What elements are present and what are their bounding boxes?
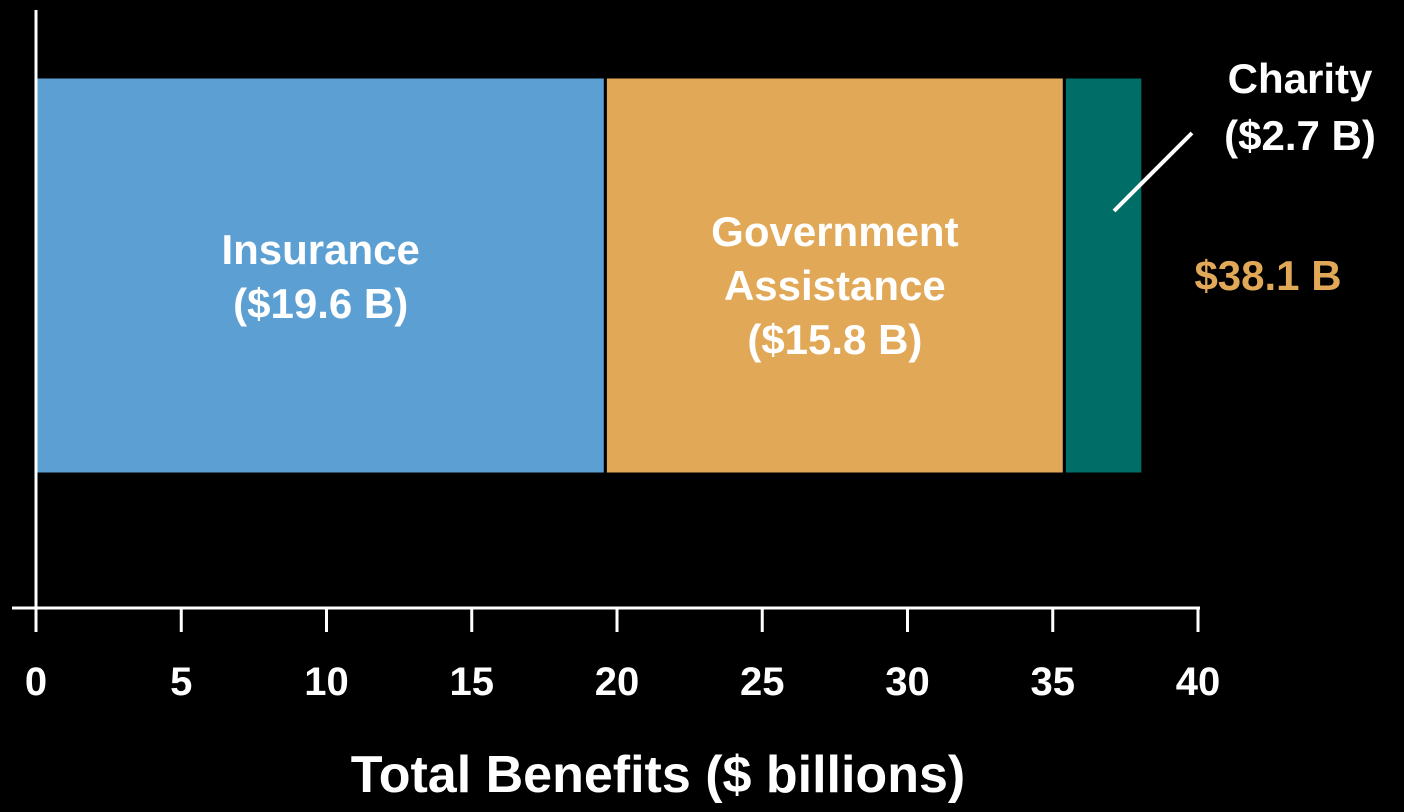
segment-label-insurance-line-2: ($19.6 B)	[233, 280, 408, 327]
segment-label-insurance-line-1: Insurance	[221, 226, 419, 273]
bar-segment-charity	[1062, 75, 1145, 476]
callout-leader-line	[1112, 131, 1194, 213]
callout-label-charity-line-1: Charity	[1228, 55, 1373, 102]
x-tick-labels: 0 5 10 15 20 25 30 35 40	[25, 660, 1220, 704]
bar-segment-government-assistance	[603, 75, 1066, 476]
x-tick-label-20: 20	[595, 660, 640, 704]
x-ticks	[34, 608, 1200, 632]
axes	[12, 10, 1200, 632]
x-axis-title: Total Benefits ($ billions)	[351, 746, 965, 804]
charity-callout: Charity ($2.7 B)	[1112, 55, 1376, 213]
segment-label-government-assistance-line-1: Government	[711, 208, 958, 255]
bar-segment-insurance	[34, 75, 607, 476]
x-tick-label-30: 30	[885, 660, 930, 704]
segment-labels: Insurance ($19.6 B) Government Assistance ($…	[221, 208, 958, 363]
x-tick-label-5: 5	[170, 660, 192, 704]
x-tick-label-10: 10	[304, 660, 349, 704]
x-tick-label-40: 40	[1176, 660, 1221, 704]
x-tick-label-15: 15	[450, 660, 495, 704]
x-tick-label-25: 25	[740, 660, 785, 704]
x-tick-label-0: 0	[25, 660, 47, 704]
total-label: $38.1 B	[1194, 252, 1341, 299]
callout-label-charity-line-2: ($2.7 B)	[1224, 112, 1376, 159]
x-tick-label-35: 35	[1031, 660, 1076, 704]
segment-label-government-assistance-line-2: Assistance	[724, 262, 946, 309]
segment-label-government-assistance-line-3: ($15.8 B)	[747, 316, 922, 363]
bar-segments	[34, 75, 1145, 476]
